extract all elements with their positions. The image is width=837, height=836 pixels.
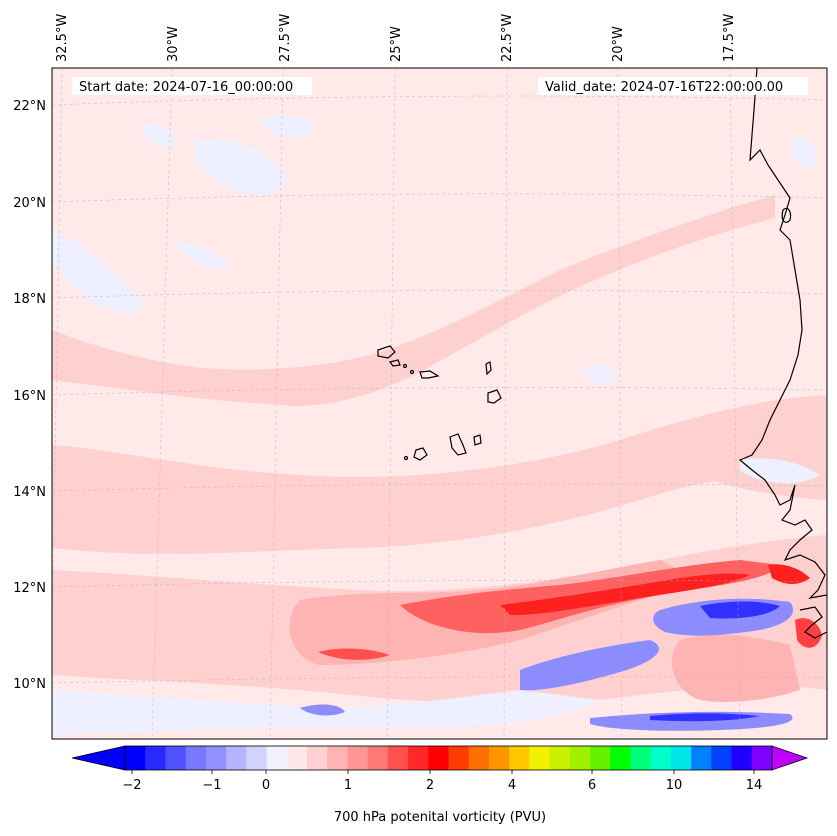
pv-patch-pink-2 (671, 634, 800, 702)
colorbar-swatch (448, 746, 470, 770)
lat-label: 16°N (13, 389, 46, 404)
graticule (52, 68, 827, 739)
start-date-text: Start date: 2024-07-16_00:00:00 (79, 80, 293, 95)
map-frame (51, 67, 828, 740)
colorbar-swatch (488, 746, 510, 770)
lon-label: 32.5°W (55, 14, 70, 62)
colorbar-swatch (165, 746, 187, 770)
lon-label: 27.5°W (278, 14, 293, 62)
colorbar: −2 −1 0 1 2 4 6 10 14 (71, 745, 809, 793)
colorbar-swatch (387, 746, 409, 770)
lon-label: 20°W (611, 26, 626, 62)
colorbar-swatch (185, 746, 207, 770)
colorbar-swatch (509, 746, 530, 770)
colorbar-over-extension (771, 745, 809, 771)
colorbar-tick-label: 0 (262, 778, 270, 793)
colorbar-swatch (246, 746, 268, 770)
colorbar-tick-label: 4 (508, 778, 516, 793)
pv-red-west (318, 648, 390, 660)
pv-red-coast (768, 564, 810, 584)
valid-date-text: Valid_date: 2024-07-16T22:00:00.00 (545, 80, 783, 95)
colorbar-frame (124, 745, 773, 771)
colorbar-swatch (630, 746, 652, 770)
lat-label: 10°N (13, 677, 46, 692)
lat-label: 12°N (13, 581, 46, 596)
pv-red-coast-south (795, 618, 822, 648)
pv-red-core (500, 573, 750, 616)
colorbar-under-extension (71, 745, 126, 771)
colorbar-swatch (670, 746, 692, 770)
lat-label: 20°N (13, 196, 46, 211)
lon-label: 25°W (389, 26, 404, 62)
colorbar-swatch (650, 746, 672, 770)
colorbar-tick-label: −2 (122, 778, 141, 793)
colorbar-swatch (125, 746, 146, 770)
lat-label: 14°N (13, 485, 46, 500)
colorbar-swatch (266, 746, 288, 770)
colorbar-label: 700 hPa potenital vorticity (PVU) (334, 810, 546, 825)
valid-date-box (538, 77, 808, 95)
colorbar-swatch (610, 746, 632, 770)
colorbar-swatch (751, 746, 773, 770)
colorbar-swatch (711, 746, 733, 770)
colorbar-swatch (367, 746, 389, 770)
colorbar-tick-label: 1 (344, 778, 352, 793)
pv-band-northern (52, 195, 775, 406)
longitude-labels: 32.5°W 30°W 27.5°W 25°W 22.5°W 20°W 17.5… (55, 14, 737, 62)
colorbar-tick-label: 6 (588, 778, 596, 793)
colorbar-swatch (529, 746, 551, 770)
colorbar-swatch (590, 746, 611, 770)
colorbar-swatch (347, 746, 369, 770)
colorbar-swatch (569, 746, 591, 770)
cape-verde-islands (377, 345, 502, 461)
lat-label: 22°N (13, 99, 46, 114)
start-date-box (72, 77, 312, 95)
colorbar-swatch (691, 746, 712, 770)
pv-dark-blue-cores (650, 601, 780, 722)
lon-label: 30°W (166, 26, 181, 62)
colorbar-swatch (286, 746, 308, 770)
colorbar-swatch (408, 746, 429, 770)
colorbar-swatch (731, 746, 753, 770)
colorbar-tick-label: −1 (202, 778, 221, 793)
colorbar-tick-label: 10 (666, 778, 683, 793)
latitude-labels: 22°N 20°N 18°N 16°N 14°N 12°N 10°N (13, 99, 46, 692)
colorbar-swatch (306, 746, 328, 770)
colorbar-tick-label: 14 (746, 778, 763, 793)
pv-band-central (52, 395, 827, 554)
colorbar-swatch (549, 746, 571, 770)
coastline-africa (738, 68, 827, 639)
colorbar-swatch (327, 746, 349, 770)
colorbar-swatch (468, 746, 490, 770)
colorbar-swatch (428, 746, 450, 770)
colorbar-swatch (145, 746, 167, 770)
lat-label: 18°N (13, 292, 46, 307)
map-panel (52, 68, 827, 739)
colorbar-swatch (205, 746, 227, 770)
lon-label: 22.5°W (500, 14, 515, 62)
lon-label: 17.5°W (722, 14, 737, 62)
colorbar-tick-label: 2 (426, 778, 434, 793)
colorbar-swatch (226, 746, 247, 770)
